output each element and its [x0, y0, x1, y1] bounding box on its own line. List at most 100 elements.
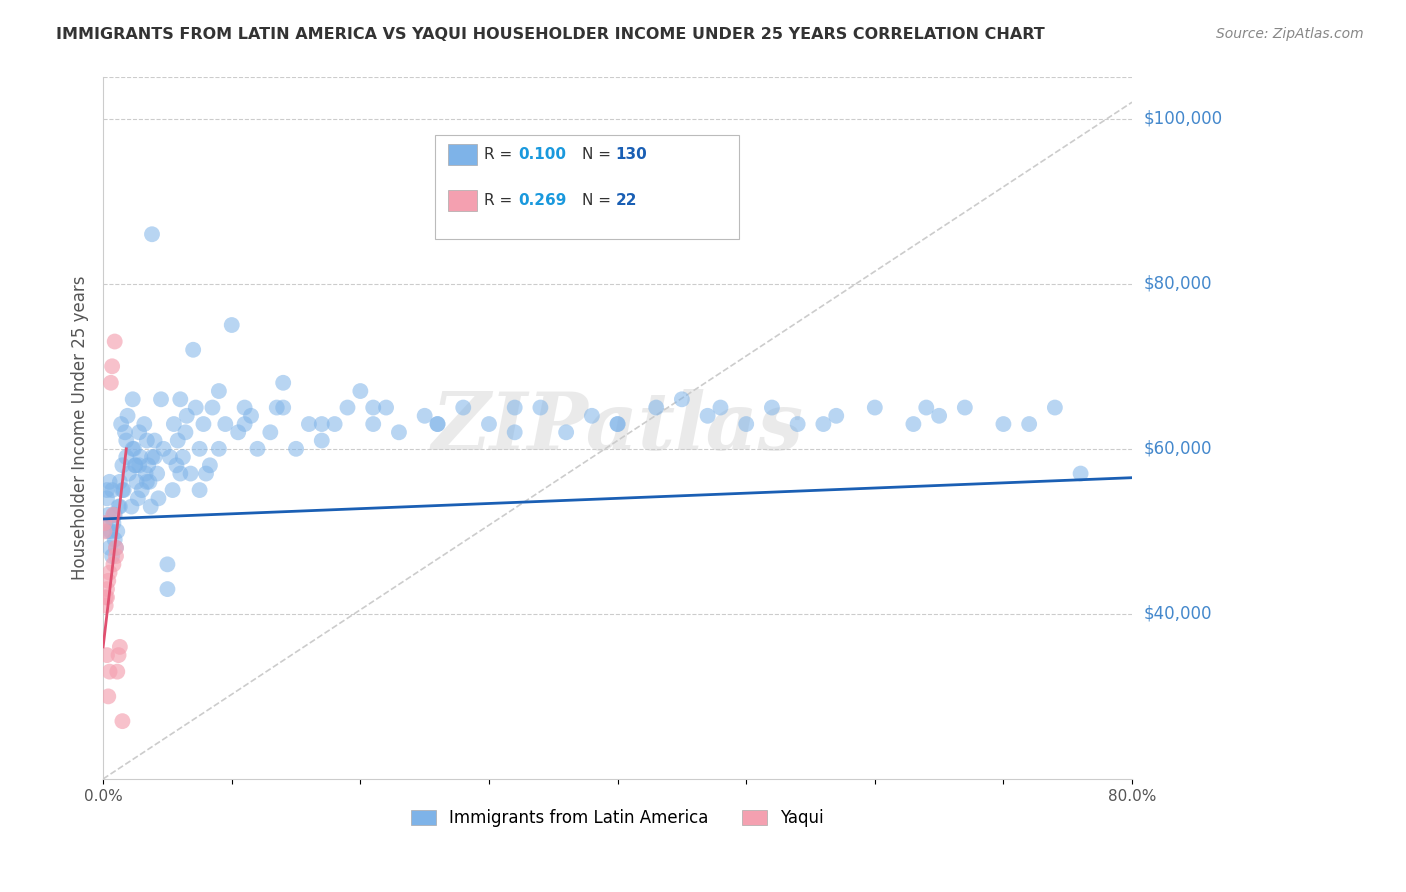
Point [451, 401, 474, 415]
Point [1070, 467, 1092, 481]
Text: Source: ZipAtlas.com: Source: ZipAtlas.com [1216, 27, 1364, 41]
Point [529, 401, 551, 415]
Point [311, 434, 333, 448]
Point [107, 648, 129, 662]
Point [115, 450, 138, 464]
Point [136, 458, 159, 473]
Point [266, 401, 288, 415]
Point [100, 376, 122, 390]
Point [122, 442, 145, 456]
Text: 0.269: 0.269 [517, 193, 567, 208]
Point [108, 640, 131, 654]
Point [169, 392, 191, 407]
Point [129, 450, 152, 464]
Point [1043, 401, 1066, 415]
Point [761, 401, 783, 415]
Point [101, 549, 124, 563]
Point [166, 434, 188, 448]
Point [226, 425, 249, 440]
Point [152, 442, 174, 456]
Point [111, 714, 134, 728]
Point [993, 417, 1015, 431]
Point [110, 417, 132, 431]
Point [240, 409, 263, 423]
Point [97, 524, 120, 539]
Point [426, 417, 449, 431]
Point [96, 648, 118, 662]
Point [112, 483, 135, 497]
Point [141, 227, 163, 242]
Point [478, 417, 501, 431]
Point [426, 417, 449, 431]
Point [645, 401, 668, 415]
Point [143, 434, 166, 448]
Point [124, 458, 146, 473]
Point [117, 409, 139, 423]
Point [118, 467, 141, 481]
Point [104, 508, 127, 522]
Point [233, 417, 256, 431]
Point [128, 425, 150, 440]
Point [606, 417, 628, 431]
Point [195, 467, 218, 481]
Point [169, 467, 191, 481]
Point [503, 401, 526, 415]
Text: $80,000: $80,000 [1143, 275, 1212, 293]
Text: IMMIGRANTS FROM LATIN AMERICA VS YAQUI HOUSEHOLDER INCOME UNDER 25 YEARS CORRELA: IMMIGRANTS FROM LATIN AMERICA VS YAQUI H… [56, 27, 1045, 42]
Point [503, 425, 526, 440]
Point [101, 483, 124, 497]
Point [361, 417, 384, 431]
Point [125, 475, 148, 489]
Point [134, 417, 156, 431]
Point [111, 483, 134, 497]
Point [156, 582, 179, 596]
Text: N =: N = [582, 147, 616, 162]
Text: $100,000: $100,000 [1143, 110, 1222, 128]
Text: 0.100: 0.100 [517, 147, 565, 162]
Point [671, 392, 693, 407]
Point [150, 392, 173, 407]
Point [1018, 417, 1040, 431]
Text: R =: R = [484, 193, 517, 208]
Point [375, 401, 398, 415]
Point [94, 516, 117, 530]
Point [184, 401, 207, 415]
Point [323, 417, 346, 431]
Point [198, 458, 221, 473]
Point [233, 401, 256, 415]
Point [105, 665, 128, 679]
Point [138, 475, 160, 489]
Point [97, 508, 120, 522]
Point [156, 558, 179, 572]
Point [135, 467, 157, 481]
Point [208, 384, 231, 398]
Point [115, 434, 138, 448]
Point [285, 442, 308, 456]
Point [141, 450, 163, 464]
FancyBboxPatch shape [449, 145, 477, 165]
Point [98, 541, 121, 555]
Point [97, 574, 120, 588]
FancyBboxPatch shape [449, 190, 477, 211]
Point [135, 475, 157, 489]
Point [135, 434, 157, 448]
Point [181, 343, 204, 357]
Point [96, 582, 118, 596]
Point [208, 442, 231, 456]
Point [139, 500, 162, 514]
Point [162, 483, 184, 497]
Point [259, 425, 281, 440]
Point [97, 690, 120, 704]
Text: $60,000: $60,000 [1143, 440, 1212, 458]
Point [271, 376, 294, 390]
Text: 22: 22 [616, 193, 637, 208]
Point [94, 591, 117, 605]
Point [96, 491, 118, 506]
Point [709, 401, 731, 415]
Point [143, 450, 166, 464]
Point [903, 417, 925, 431]
Point [120, 500, 142, 514]
Point [193, 417, 215, 431]
Point [100, 524, 122, 539]
FancyBboxPatch shape [436, 135, 740, 239]
